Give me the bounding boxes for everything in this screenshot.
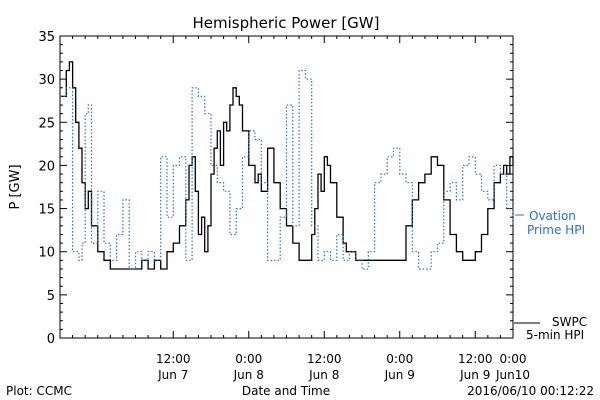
x-tick-date-label: Jun 8	[308, 368, 339, 382]
y-axis: 0 5 10 15 20 25 30 35	[38, 30, 513, 347]
y-tick-label: 25	[38, 116, 55, 131]
footer-timestamp: 2016/06/10 00:12:22	[467, 384, 594, 398]
x-tick-date-label: Jun 9	[459, 368, 490, 382]
legend-swpc-line2: 5-min HPI	[526, 328, 584, 342]
chart-title: Hemispheric Power [GW]	[193, 14, 380, 32]
x-tick-date-label: Jun 7	[157, 368, 188, 382]
x-tick-date-label: Jun 8	[233, 368, 264, 382]
legend-swpc-line1: SWPC	[552, 315, 587, 329]
x-tick-time-label: 0:00	[386, 352, 413, 366]
y-tick-label: 15	[38, 203, 55, 218]
series-layer	[60, 61, 514, 270]
y-tick-label: 5	[47, 289, 55, 304]
y-tick-label: 30	[38, 73, 55, 88]
x-tick-time-label: 12:00	[307, 352, 342, 366]
y-tick-label: 10	[38, 246, 55, 261]
legend: Ovation Prime HPI SWPC 5-min HPI	[514, 209, 587, 342]
x-tick-date-label: Jun10	[495, 368, 530, 382]
x-tick-time-label: 12:00	[458, 352, 493, 366]
footer-plot-credit: Plot: CCMC	[6, 384, 72, 398]
y-tick-label: 0	[47, 332, 55, 347]
x-tick-time-label: 12:00	[156, 352, 191, 366]
x-axis: 12:00 Jun 7 0:00 Jun 8 12:00 Jun 8 0:00 Jun 9 12…	[59, 36, 530, 382]
series-line-ovation-prime	[60, 69, 514, 270]
plot-frame	[59, 35, 514, 339]
y-tick-label: 35	[38, 30, 55, 45]
x-tick-time-label: 0:00	[235, 352, 262, 366]
series-line-swpc	[60, 61, 514, 270]
x-tick-date-label: Jun 9	[384, 368, 415, 382]
y-tick-label: 20	[38, 159, 55, 174]
legend-ovation-line2: Prime HPI	[527, 223, 585, 237]
x-tick-time-label: 0:00	[500, 352, 527, 366]
x-axis-label: Date and Time	[242, 384, 330, 398]
y-axis-label: P [GW]	[8, 164, 23, 209]
legend-ovation-line1: Ovation	[529, 209, 576, 223]
